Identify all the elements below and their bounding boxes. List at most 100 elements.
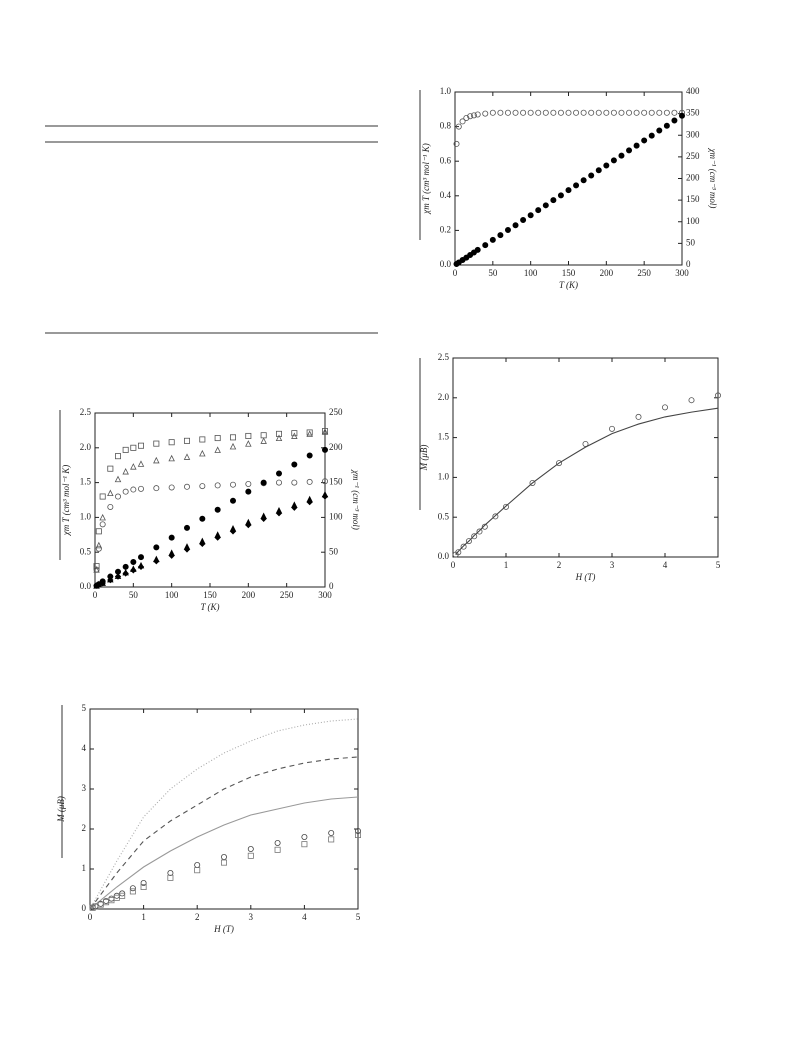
y-tick-label: 0.0 [440,259,452,269]
data-point [140,884,147,891]
data-point [260,432,267,439]
data-point [275,430,282,437]
data-point [306,452,313,459]
data-point [115,453,122,460]
data-point [229,442,237,450]
x-tick-label: 250 [280,590,294,600]
data-point [455,123,462,130]
x-tick-label: 3 [610,560,615,570]
data-point [93,563,100,570]
data-point [220,854,227,861]
data-point [609,425,616,432]
data-point [245,432,252,439]
plot-frame [94,412,326,588]
data-point [489,109,496,116]
data-point [502,503,509,510]
data-point [93,566,100,573]
data-point [274,846,281,853]
data-point [214,534,221,541]
x-tick-label: 50 [488,268,498,278]
x-axis-label: H (T) [575,572,596,582]
x-tick-label: 0 [93,590,98,600]
data-point [245,440,252,447]
data-point [550,109,557,116]
y2-tick-label: 250 [329,407,343,417]
data-point [715,392,722,399]
data-point [497,109,504,116]
data-point [588,109,595,116]
data-point [595,109,602,116]
fit-line [89,718,359,910]
data-point [168,484,175,491]
y-axis-label: M (μB) [56,796,66,823]
data-point [153,440,160,447]
y-axis-label: χm T (cm³ mol⁻¹ K) [61,465,71,536]
data-point [648,109,655,116]
x-tick-label: 200 [242,590,256,600]
data-point [108,895,115,902]
data-point [260,437,267,444]
data-point [321,478,328,485]
y-tick-label: 2.5 [80,407,92,417]
data-point [153,544,160,551]
y-tick-label: 2.5 [438,352,450,362]
data-point [321,493,329,500]
data-point [114,573,122,580]
data-point [99,521,106,528]
data-point [275,479,282,486]
data-point [474,111,481,118]
data-point [556,460,563,467]
data-point [662,404,669,411]
data-point [115,493,122,500]
data-point [229,528,237,535]
data-point [489,236,496,243]
fit-line [455,407,719,555]
data-point [168,439,175,446]
data-point [671,109,678,116]
data-point [183,437,190,444]
y-tick-label: 0.8 [440,121,452,131]
data-point [199,515,206,522]
y-tick-label: 1.5 [80,477,92,487]
x-tick-label: 4 [663,560,668,570]
data-point [471,533,478,540]
data-point [618,109,625,116]
data-point [481,523,488,530]
data-point [328,830,335,837]
data-point [214,506,221,513]
data-point [455,549,462,556]
x-tick-label: 0 [451,560,456,570]
data-point [229,434,236,441]
y-tick-label: 0.5 [438,511,450,521]
y2-tick-label: 200 [686,173,700,183]
data-point [504,109,511,116]
data-point [119,892,126,899]
data-point [99,513,106,521]
data-point [103,899,110,906]
data-point [482,242,489,249]
plot-frame [454,91,683,266]
data-point [122,570,129,577]
data-point [291,432,298,439]
x-tick-label: 0 [88,912,93,922]
data-point [183,546,191,553]
x-tick-label: 300 [675,268,689,278]
data-point [275,434,283,442]
data-point [107,465,114,472]
data-point [140,880,147,887]
y-tick-label: 0.5 [80,546,92,556]
y2-tick-label: 50 [329,546,339,556]
data-point [618,152,625,159]
data-point [247,852,254,859]
y-tick-label: 1.0 [438,471,450,481]
data-point [492,513,499,520]
data-point [130,444,137,451]
data-point [459,118,466,125]
y2-tick-label: 0 [686,259,691,269]
data-point [122,563,129,570]
y-tick-label: 2 [82,823,87,833]
y2-tick-label: 300 [686,129,700,139]
x-tick-label: 0 [453,268,458,278]
data-point [137,485,144,492]
x-tick-label: 5 [356,912,361,922]
